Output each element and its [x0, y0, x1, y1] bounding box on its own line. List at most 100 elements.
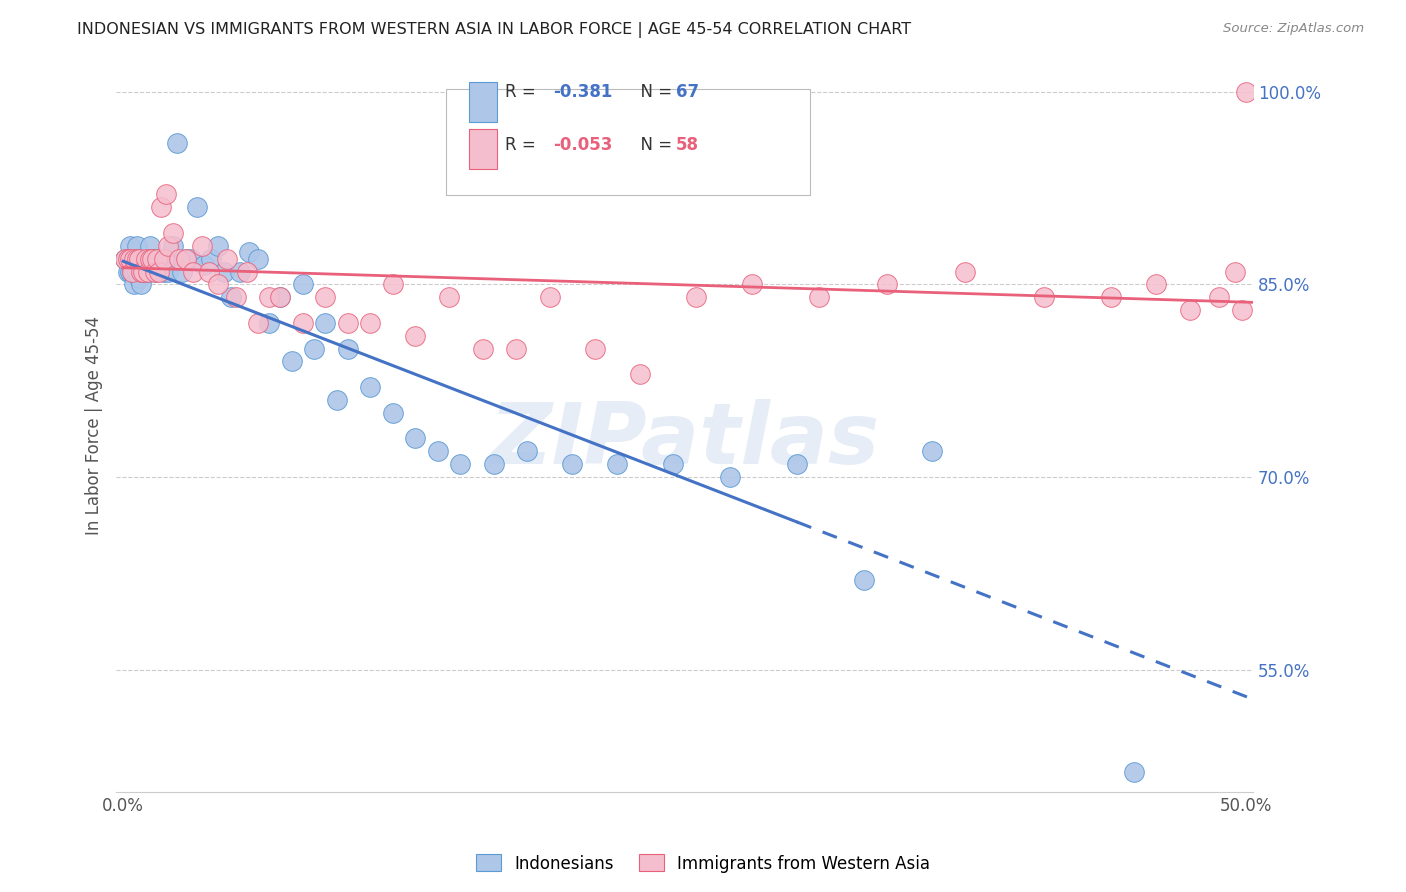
Point [314, 290, 336, 304]
Point [269, 290, 291, 304]
Text: N =: N = [630, 136, 678, 154]
Point [150, 258, 173, 272]
Point [150, 200, 173, 214]
Point [157, 239, 180, 253]
Point [482, 457, 505, 471]
Point [118, 252, 141, 266]
Point [143, 264, 166, 278]
Point [381, 406, 404, 420]
Point [148, 252, 170, 266]
Point [538, 290, 561, 304]
Point [141, 252, 163, 266]
Point [404, 432, 426, 446]
Point [191, 239, 214, 253]
FancyBboxPatch shape [468, 129, 498, 169]
Point [124, 264, 146, 278]
Text: 58: 58 [675, 136, 699, 154]
Point [129, 277, 152, 292]
Point [214, 264, 236, 278]
Point [314, 316, 336, 330]
Point [1178, 303, 1201, 318]
Point [628, 368, 651, 382]
Point [124, 277, 146, 292]
FancyBboxPatch shape [446, 89, 810, 195]
Point [132, 264, 155, 278]
Point [118, 239, 141, 253]
Point [1223, 264, 1246, 278]
Point [181, 264, 204, 278]
Point [280, 354, 302, 368]
Point [404, 328, 426, 343]
Point [197, 264, 219, 278]
Point [129, 264, 152, 278]
Point [125, 239, 148, 253]
Text: -0.053: -0.053 [553, 136, 612, 154]
Point [471, 342, 494, 356]
Y-axis label: In Labor Force | Age 45-54: In Labor Force | Age 45-54 [86, 316, 103, 535]
Point [155, 187, 177, 202]
Point [124, 252, 146, 266]
Point [132, 264, 155, 278]
Point [125, 252, 148, 266]
Point [128, 252, 150, 266]
Point [786, 457, 808, 471]
Point [136, 264, 159, 278]
Point [269, 290, 291, 304]
Text: R =: R = [505, 83, 541, 101]
Point [129, 264, 152, 278]
Point [1122, 765, 1144, 780]
Point [449, 457, 471, 471]
Point [229, 264, 252, 278]
Point [1230, 303, 1253, 318]
Point [225, 290, 247, 304]
Point [135, 252, 157, 266]
Point [246, 252, 269, 266]
Point [170, 264, 193, 278]
Point [136, 264, 159, 278]
Point [359, 380, 381, 394]
Point [246, 316, 269, 330]
Point [606, 457, 628, 471]
Point [125, 264, 148, 278]
Point [135, 258, 157, 272]
Point [437, 290, 460, 304]
Point [1033, 290, 1056, 304]
Text: R =: R = [505, 136, 541, 154]
Point [505, 342, 527, 356]
Point [207, 277, 229, 292]
Point [174, 252, 197, 266]
Point [1144, 277, 1167, 292]
Text: -0.381: -0.381 [553, 83, 612, 101]
Point [381, 277, 404, 292]
Point [516, 444, 538, 458]
Point [336, 316, 359, 330]
Point [117, 264, 139, 278]
Text: Source: ZipAtlas.com: Source: ZipAtlas.com [1223, 22, 1364, 36]
Point [186, 200, 208, 214]
Text: ZIPatlas: ZIPatlas [489, 399, 880, 482]
Point [128, 271, 150, 285]
Point [114, 252, 136, 266]
Point [117, 252, 139, 266]
Legend: Indonesians, Immigrants from Western Asia: Indonesians, Immigrants from Western Asi… [470, 847, 936, 880]
Text: N =: N = [630, 83, 678, 101]
Point [215, 252, 238, 266]
Point [193, 258, 215, 272]
Point [152, 264, 174, 278]
Point [257, 290, 280, 304]
Text: 67: 67 [675, 83, 699, 101]
Point [146, 252, 169, 266]
Point [718, 470, 741, 484]
Point [117, 252, 139, 266]
Point [141, 252, 163, 266]
Text: INDONESIAN VS IMMIGRANTS FROM WESTERN ASIA IN LABOR FORCE | AGE 45-54 CORRELATIO: INDONESIAN VS IMMIGRANTS FROM WESTERN AS… [77, 22, 911, 38]
Point [238, 245, 260, 260]
Point [291, 316, 314, 330]
Point [1099, 290, 1122, 304]
Point [235, 264, 257, 278]
Point [257, 316, 280, 330]
Point [808, 290, 831, 304]
Point [180, 252, 202, 266]
Point [174, 252, 197, 266]
Point [336, 342, 359, 356]
